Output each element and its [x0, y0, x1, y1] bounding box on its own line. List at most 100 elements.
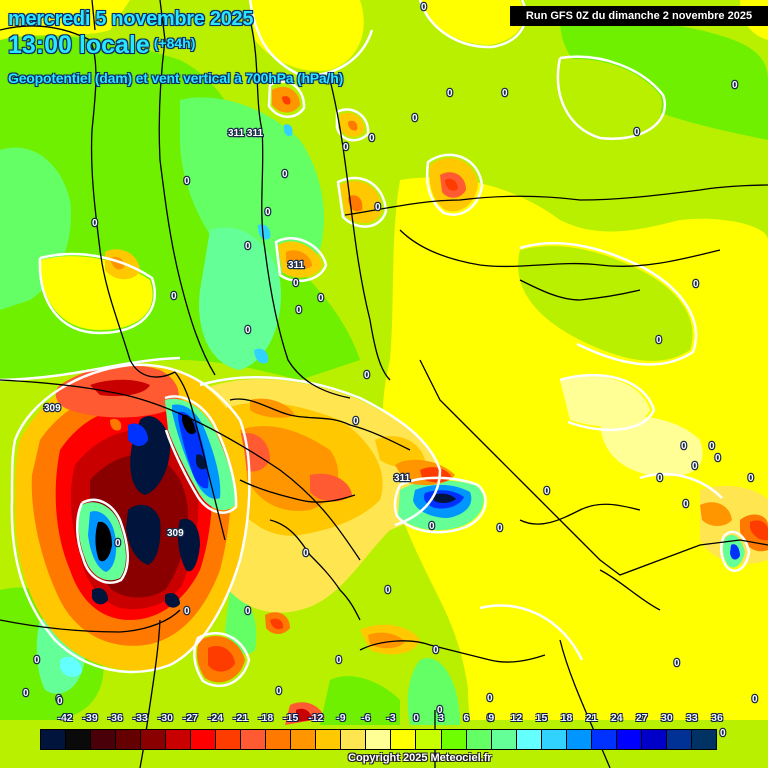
zero-contour-label: 0	[184, 606, 190, 617]
descent-blue-regions	[60, 124, 745, 677]
zero-contour-label: 0	[385, 585, 391, 596]
legend-swatch	[116, 730, 142, 749]
legend-swatch	[241, 730, 267, 749]
zero-contour-label: 0	[487, 693, 493, 704]
geopotential-label: 311	[288, 260, 305, 271]
legend-swatch	[591, 730, 617, 749]
zero-contour-label: 0	[634, 127, 640, 138]
legend-swatch	[191, 730, 217, 749]
zero-contour-lines	[0, 0, 751, 688]
zero-contour-label: 0	[369, 133, 375, 144]
zero-contour-label: 0	[184, 176, 190, 187]
legend-tick: -24	[207, 712, 224, 724]
legend-swatch	[141, 730, 167, 749]
zero-contour-label: 0	[447, 88, 453, 99]
legend-tick: -21	[232, 712, 249, 724]
zero-contour-label: 0	[282, 169, 288, 180]
model-run-badge: Run GFS 0Z du dimanche 2 novembre 2025	[510, 6, 768, 26]
zero-contour-label: 0	[657, 473, 663, 484]
legend-swatch	[366, 730, 392, 749]
zero-contour-label: 0	[674, 658, 680, 669]
zero-contour-label: 0	[276, 686, 282, 697]
legend-tick: -42	[57, 712, 73, 724]
zero-contour-label: 0	[656, 335, 662, 346]
zero-contour-label: 0	[681, 441, 687, 452]
legend-swatch	[66, 730, 92, 749]
zero-contour-label: 0	[245, 325, 251, 336]
zero-contour-label: 0	[497, 523, 503, 534]
zero-contour-label: 0	[683, 499, 689, 510]
parameter-title: Geopotentiel (dam) et vent vertical à 70…	[8, 70, 344, 86]
legend-tick: -9	[336, 712, 346, 724]
legend-tick: -33	[132, 712, 148, 724]
legend-tick: -15	[283, 712, 299, 724]
zero-contour-label: 0	[692, 461, 698, 472]
zero-contour-label: 0	[715, 453, 721, 464]
zero-contour-label: 0	[115, 538, 121, 549]
zero-contour-label: 0	[343, 142, 349, 153]
zero-contour-label: 0	[412, 113, 418, 124]
zero-contour-label: 0	[92, 218, 98, 229]
legend-tick: -12	[308, 712, 324, 724]
legend-tick: 30	[661, 712, 673, 724]
legend-swatch	[441, 730, 467, 749]
zero-contour-label: 0	[318, 293, 324, 304]
zero-contour-label: 0	[245, 606, 251, 617]
forecast-date: mercredi 5 novembre 2025	[8, 8, 254, 30]
legend-swatch	[491, 730, 517, 749]
legend-swatch	[541, 730, 567, 749]
geopotential-label: 309	[167, 528, 184, 539]
zero-contour-label: 0	[353, 416, 359, 427]
zero-contour-label: 0	[364, 370, 370, 381]
zero-contour-label: 0	[752, 694, 758, 705]
zero-contour-label: 0	[265, 207, 271, 218]
legend-swatch	[266, 730, 292, 749]
legend-tick: -3	[386, 712, 396, 724]
legend-swatch	[616, 730, 642, 749]
legend-tick: 0	[413, 712, 420, 724]
forecast-lead-time: (+84h)	[153, 35, 196, 51]
zero-contour-label: 0	[336, 655, 342, 666]
zero-contour-label: 0	[56, 694, 62, 705]
zero-contour-label: 0	[245, 241, 251, 252]
legend-tick: 24	[610, 712, 623, 724]
legend-swatch	[316, 730, 342, 749]
legend-swatch	[41, 730, 67, 749]
legend-tick: -30	[157, 712, 173, 724]
legend-swatch	[666, 730, 692, 749]
legend-swatch	[516, 730, 542, 749]
zero-contour-label: 0	[693, 279, 699, 290]
legend-swatch	[416, 730, 442, 749]
zero-contour-label: 0	[487, 713, 493, 724]
copyright: Copyright 2025 Meteociel.fr	[348, 752, 492, 764]
legend-swatch	[641, 730, 667, 749]
geopotential-labels: 311 311 311 309 309 311	[43, 127, 412, 541]
legend-tick: 12	[510, 712, 523, 724]
legend-tick: -18	[258, 712, 274, 724]
geopotential-label: 311 311	[228, 128, 263, 139]
legend-tick: 36	[711, 712, 723, 724]
legend-swatch	[166, 730, 192, 749]
zero-contour-label: 0	[720, 728, 726, 739]
zero-contour-label: 0	[34, 655, 40, 666]
legend-tick: -6	[361, 712, 371, 724]
zero-contour-label: 0	[502, 88, 508, 99]
legend-swatch	[391, 730, 417, 749]
zero-contour-label: 0	[375, 202, 381, 213]
legend-swatch	[91, 730, 117, 749]
legend-swatch	[691, 730, 716, 749]
legend-tick: 21	[585, 712, 598, 724]
zero-contour-label: 0	[57, 696, 63, 707]
zero-contour-label: 0	[429, 521, 435, 532]
zero-contour-label: 0	[437, 705, 443, 716]
legend-tick: -36	[107, 712, 123, 724]
zero-contour-label: 0	[544, 486, 550, 497]
zero-contour-label: 0	[433, 645, 439, 656]
legend-swatch	[291, 730, 317, 749]
legend-tick: 3	[438, 712, 445, 724]
zero-contour-label: 0	[709, 441, 715, 452]
zero-contour-label: 0	[732, 80, 738, 91]
zero-contour-label: 0	[296, 305, 302, 316]
